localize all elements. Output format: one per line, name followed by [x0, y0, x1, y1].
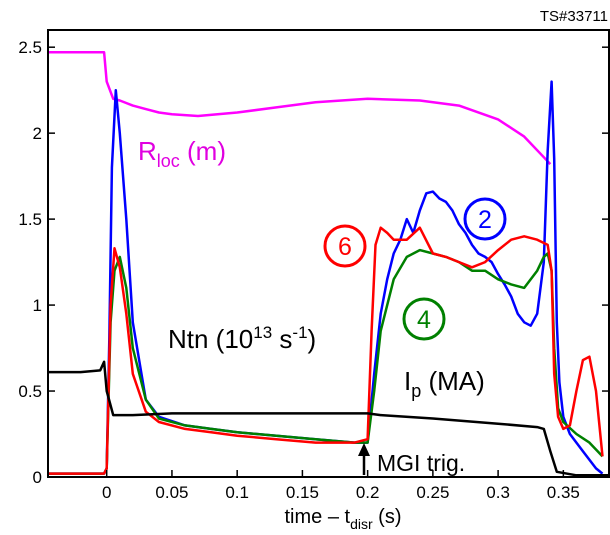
mgi-trigger-arrow [358, 443, 370, 475]
y-tick-label: 0 [33, 468, 42, 487]
x-tick-label: 0.15 [286, 483, 319, 502]
circle-marker-2: 2 [463, 197, 507, 241]
x-tick-label: 0.05 [155, 483, 188, 502]
svg-text:4: 4 [417, 306, 431, 334]
annotation-mgi: MGI trig. [377, 450, 465, 476]
x-tick-label: 0.3 [486, 483, 510, 502]
series-line-4 [48, 360, 609, 477]
y-tick-label: 0.5 [18, 382, 42, 401]
x-tick-label: 0.25 [416, 483, 449, 502]
y-tick-label: 1 [33, 296, 42, 315]
x-tick-label: 0.2 [356, 483, 380, 502]
y-tick-label: 1.5 [18, 210, 42, 229]
svg-text:2: 2 [478, 206, 492, 234]
annotation-ntn: Ntn (1013 s-1) [168, 323, 316, 354]
svg-text:6: 6 [338, 233, 352, 261]
x-tick-label: 0 [102, 483, 111, 502]
ticks-layer: 0 0.05 0.1 0.15 0.2 0.25 0.3 0.35 0 0.5 1 1.5 2 2.5 [18, 38, 609, 502]
series-line-3 [48, 226, 604, 475]
annotation-rloc: Rloc (m) [138, 136, 226, 171]
circle-marker-6: 6 [323, 224, 367, 268]
x-axis-label: time – tdisr (s) [284, 506, 401, 532]
x-tick-label: 0.1 [225, 483, 249, 502]
x-tick-label: 0.35 [547, 483, 580, 502]
y-tick-label: 2 [33, 124, 42, 143]
chart-title: TS#33711 [540, 8, 608, 25]
annotation-ip: Ip (MA) [404, 366, 485, 401]
plot-frame [47, 29, 610, 478]
circle-marker-4: 4 [402, 297, 446, 341]
y-tick-label: 2.5 [18, 38, 42, 57]
series-layer [48, 51, 609, 477]
